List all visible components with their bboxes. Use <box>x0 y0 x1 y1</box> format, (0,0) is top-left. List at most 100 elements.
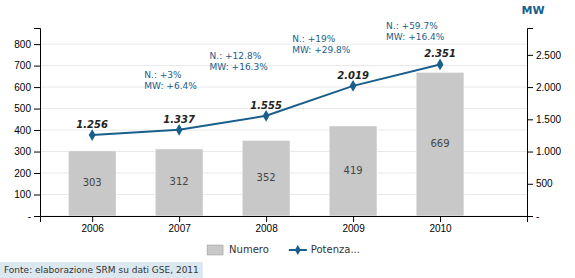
axis-line <box>528 29 534 217</box>
tick: 2006 <box>82 216 105 234</box>
tick-mark <box>179 216 180 222</box>
tick-label: 300 <box>14 146 31 157</box>
legend-marker <box>295 245 301 255</box>
tick-mark <box>266 216 267 222</box>
axis-line <box>41 217 528 223</box>
bar <box>329 126 377 216</box>
grid-line <box>40 65 527 66</box>
tick-label: 2.500 <box>536 50 561 61</box>
line-label: 1.337 <box>163 114 195 125</box>
bar-label: 419 <box>344 165 363 176</box>
bar <box>242 140 290 216</box>
tick-mark <box>527 87 533 88</box>
line-marker <box>263 110 270 122</box>
tick: 2.500 <box>527 50 561 61</box>
annotation: N.: +19%MW: +29.8% <box>292 34 351 55</box>
line <box>92 64 440 135</box>
tick: 1.000 <box>527 146 561 157</box>
line-marker <box>89 129 96 141</box>
tick-label: 500 <box>14 103 31 114</box>
labels: 3033123524196691.2561.3371.5552.0192.351… <box>76 21 455 188</box>
tick: 200 <box>14 168 40 179</box>
tick-label: 100 <box>14 189 31 200</box>
tick: 300 <box>14 146 40 157</box>
line-marker <box>176 124 183 136</box>
tick-label: 600 <box>14 82 31 93</box>
tick-label: 2007 <box>169 223 192 234</box>
tick: 700 <box>14 60 40 71</box>
chart: 3033123524196691.2561.3371.5552.0192.351… <box>0 0 575 278</box>
bar-label: 303 <box>83 177 102 188</box>
tick-label: 500 <box>536 178 553 189</box>
legend-label: Potenza... <box>311 244 360 255</box>
legend-label: Numero <box>229 244 269 255</box>
tick: 2008 <box>255 216 278 234</box>
tick: - <box>527 211 539 222</box>
legend-item: Numero <box>207 244 269 255</box>
tick-mark <box>527 184 533 185</box>
tick: 2.000 <box>527 82 561 93</box>
line-label: 2.019 <box>337 70 369 81</box>
tick-label: - <box>28 211 31 222</box>
legend-item: Potenza... <box>289 244 360 255</box>
tick-label: 800 <box>14 39 31 50</box>
x-axis: 2006 2007 2008 2009 2010 <box>41 216 528 234</box>
tick-label: 2010 <box>429 223 452 234</box>
tick-label: - <box>536 211 539 222</box>
tick-mark <box>92 216 93 222</box>
tick: 2010 <box>429 216 452 234</box>
tick: 500 <box>527 178 553 189</box>
tick-mark <box>34 44 40 45</box>
tick-mark <box>527 119 533 120</box>
tick-mark <box>34 66 40 67</box>
marks <box>68 59 464 216</box>
tick-label: 2.000 <box>536 82 561 93</box>
tick: 600 <box>14 82 40 93</box>
y2-axis-title: MW <box>521 4 544 17</box>
bar-label: 352 <box>257 172 276 183</box>
tick: 2009 <box>342 216 365 234</box>
tick-mark <box>527 55 533 56</box>
tick-mark <box>440 216 441 222</box>
tick-mark <box>34 87 40 88</box>
tick: 500 <box>14 103 40 114</box>
line-label: 1.256 <box>76 119 108 130</box>
bar <box>68 151 116 216</box>
tick-mark <box>34 109 40 110</box>
tick-mark <box>34 195 40 196</box>
tick-mark <box>353 216 354 222</box>
tick-mark <box>527 152 533 153</box>
tick: 100 <box>14 189 40 200</box>
tick-label: 2009 <box>342 223 365 234</box>
annotation: N.: +59.7%MW: +16.4% <box>386 21 445 42</box>
source-background <box>0 262 203 278</box>
tick-label: 400 <box>14 125 31 136</box>
tick-mark <box>34 130 40 131</box>
annotation: N.: +12.8%MW: +16.3% <box>210 51 269 72</box>
legend-swatch <box>207 245 223 255</box>
source: Fonte: elaborazione SRM su dati GSE, 201… <box>0 262 203 278</box>
bar <box>155 149 203 216</box>
y2-axis: - 500 1.000 1.500 2.000 2.500 <box>527 29 561 222</box>
plot: 3033123524196691.2561.3371.5552.0192.351… <box>14 4 561 234</box>
tick-label: 1.500 <box>536 114 561 125</box>
line-label: 1.555 <box>250 100 282 111</box>
grid <box>40 44 527 216</box>
source-text: Fonte: elaborazione SRM su dati GSE, 201… <box>4 265 199 275</box>
bar <box>416 72 464 216</box>
axis-line <box>34 29 41 217</box>
tick: 800 <box>14 39 40 50</box>
legend: Numero Potenza... <box>207 244 360 255</box>
tick: 400 <box>14 125 40 136</box>
tick-label: 700 <box>14 60 31 71</box>
tick-label: 1.000 <box>536 146 561 157</box>
tick-mark <box>34 152 40 153</box>
tick: - <box>28 211 40 222</box>
tick-label: 2008 <box>255 223 278 234</box>
line-label: 2.351 <box>424 48 456 59</box>
tick: 2007 <box>169 216 192 234</box>
annotation: N.: +3%MW: +6.4% <box>144 70 197 91</box>
bar-label: 669 <box>430 138 449 149</box>
tick-mark <box>527 216 533 217</box>
line-marker <box>437 59 444 71</box>
